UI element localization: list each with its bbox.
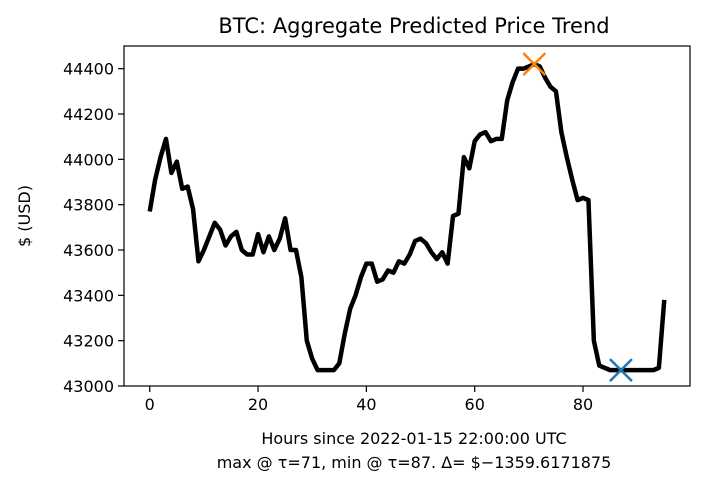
y-tick-label: 43800 [63,196,114,215]
y-tick-label: 44400 [63,60,114,79]
x-tick-label: 60 [465,395,485,414]
y-axis-label: $ (USD) [15,185,34,247]
y-tick-label: 43400 [63,286,114,305]
series-line-0 [147,61,667,373]
x-tick-label: 20 [248,395,268,414]
x-tick-label: 80 [573,395,593,414]
plot-area [147,52,667,383]
y-tick-label: 43000 [63,377,114,396]
plot-frame [123,45,691,387]
axes: 0 20 40 60 80 43000 43200 43400 43600 43800 44000 4… [63,45,691,414]
chart-subtitle: max @ τ=71, min @ τ=87. Δ= $−1359.617187… [217,453,612,472]
y-tick-label: 44200 [63,105,114,124]
x-axis-label: Hours since 2022-01-15 22:00:00 UTC [261,429,566,448]
x-tick-label: 40 [356,395,376,414]
y-tick-label: 44000 [63,150,114,169]
y-tick-label: 43200 [63,332,114,351]
min-marker [609,358,633,383]
y-tick-label: 43600 [63,241,114,260]
x-tick-label: 0 [145,395,155,414]
chart-title: BTC: Aggregate Predicted Price Trend [218,14,609,38]
max-marker [522,52,547,77]
